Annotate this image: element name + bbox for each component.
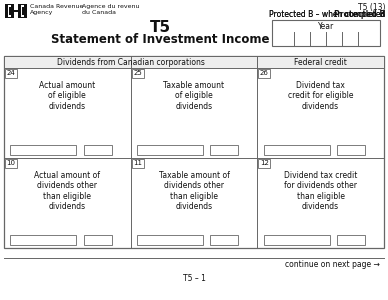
Text: Dividend tax credit
for dividends other
than eligible
dividends: Dividend tax credit for dividends other … — [284, 171, 357, 211]
Bar — [337, 235, 365, 245]
Bar — [5, 159, 17, 168]
Bar — [264, 145, 329, 155]
Text: Protected B – when completed: Protected B – when completed — [268, 10, 385, 19]
Bar — [337, 145, 365, 155]
Text: Taxable amount of
dividends other
than eligible
dividends: Taxable amount of dividends other than e… — [159, 171, 229, 211]
Text: Federal credit: Federal credit — [294, 58, 347, 67]
Bar — [257, 56, 384, 68]
Text: Actual amount
of eligible
dividends: Actual amount of eligible dividends — [39, 81, 95, 111]
Bar — [21, 7, 24, 15]
Bar — [137, 145, 203, 155]
Bar — [4, 56, 384, 248]
Bar — [18, 4, 27, 18]
Bar — [137, 235, 203, 245]
Text: Statement of Investment Income: Statement of Investment Income — [51, 33, 269, 46]
Text: Canada Revenue
Agency: Canada Revenue Agency — [30, 4, 83, 15]
Text: Protected B: Protected B — [334, 10, 385, 19]
Text: 10: 10 — [7, 160, 16, 166]
Bar — [84, 235, 112, 245]
Bar — [21, 5, 24, 17]
Bar — [8, 5, 11, 17]
Text: Agence du revenu
du Canada: Agence du revenu du Canada — [82, 4, 140, 15]
Bar — [258, 69, 270, 78]
Bar — [132, 159, 144, 168]
Text: T5 (13): T5 (13) — [357, 3, 385, 12]
Text: Year: Year — [318, 22, 334, 31]
Bar — [5, 4, 14, 18]
Bar — [210, 235, 238, 245]
Text: 11: 11 — [133, 160, 142, 166]
Bar — [4, 56, 257, 68]
Text: T5 – 1: T5 – 1 — [183, 274, 205, 283]
Text: 12: 12 — [260, 160, 269, 166]
Text: continue on next page →: continue on next page → — [285, 260, 380, 269]
Bar — [210, 145, 238, 155]
Text: Dividend tax
credit for eligible
dividends: Dividend tax credit for eligible dividen… — [288, 81, 353, 111]
Text: 26: 26 — [260, 70, 269, 76]
Bar — [132, 69, 144, 78]
Text: Actual amount of
dividends other
than eligible
dividends: Actual amount of dividends other than el… — [34, 171, 100, 211]
Bar — [264, 235, 329, 245]
Text: 24: 24 — [7, 70, 16, 76]
Bar — [18, 4, 27, 18]
Bar — [84, 145, 112, 155]
Bar — [272, 20, 380, 46]
Bar — [10, 235, 76, 245]
Text: Dividends from Canadian corporations: Dividends from Canadian corporations — [57, 58, 204, 67]
Bar — [7, 5, 12, 16]
Bar — [10, 145, 76, 155]
Text: Protected B – when completed: Protected B – when completed — [268, 10, 385, 19]
Text: Taxable amount
of eligible
dividends: Taxable amount of eligible dividends — [163, 81, 225, 111]
Bar — [258, 159, 270, 168]
Bar — [9, 7, 10, 15]
Bar — [19, 5, 26, 16]
Bar — [5, 4, 14, 18]
Bar — [14, 10, 18, 12]
Text: 25: 25 — [133, 70, 142, 76]
Bar — [5, 69, 17, 78]
Text: T5: T5 — [149, 20, 171, 35]
